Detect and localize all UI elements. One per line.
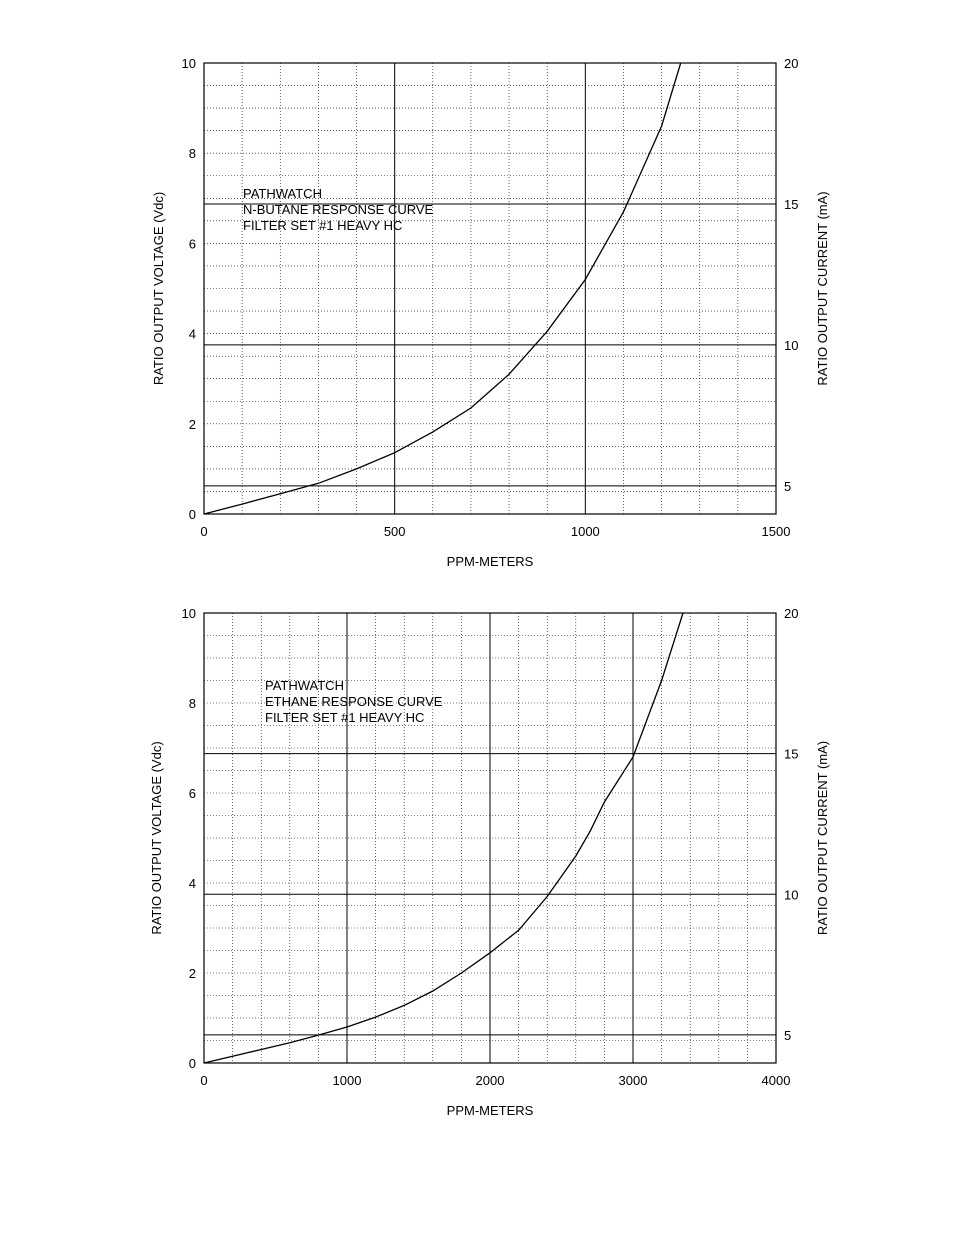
x-axis-label: PPM-METERS [447, 554, 534, 569]
x-tick-label: 1500 [762, 524, 791, 539]
x-tick-label: 0 [200, 524, 207, 539]
y2-tick-label: 20 [784, 606, 798, 621]
y-tick-label: 8 [189, 146, 196, 161]
x-tick-label: 0 [200, 1073, 207, 1088]
response-curve [203, 62, 682, 515]
y-axis-label: RATIO OUTPUT VOLTAGE (Vdc) [149, 741, 164, 934]
y2-tick-label: 20 [784, 56, 798, 71]
y-tick-label: 6 [189, 786, 196, 801]
y-tick-label: 0 [189, 1056, 196, 1071]
plot-frame [203, 62, 777, 515]
plot-frame [203, 612, 777, 1064]
response-curve [203, 612, 684, 1064]
chart-annotation-line: N-BUTANE RESPONSE CURVE [243, 202, 434, 217]
y-tick-label: 2 [189, 966, 196, 981]
y-tick-label: 10 [182, 56, 196, 71]
x-tick-label: 1000 [571, 524, 600, 539]
x-tick-label: 3000 [619, 1073, 648, 1088]
y-tick-label: 8 [189, 696, 196, 711]
chart-annotation-line: FILTER SET #1 HEAVY HC [265, 710, 424, 725]
x-tick-label: 4000 [762, 1073, 791, 1088]
chart-annotation-line: FILTER SET #1 HEAVY HC [243, 218, 402, 233]
y-tick-label: 4 [189, 876, 196, 891]
chart-annotation-line: PATHWATCH [243, 186, 322, 201]
response-chart-2: 0 1000 2000 3000 4000 0 2 4 6 8 10 5 10 15 20 PPM-METER… [149, 606, 830, 1118]
y2-tick-label: 10 [784, 338, 798, 353]
x-tick-label: 500 [384, 524, 406, 539]
y-axis-label: RATIO OUTPUT VOLTAGE (Vdc) [151, 192, 166, 385]
y-tick-label: 0 [189, 507, 196, 522]
y2-tick-label: 15 [784, 747, 798, 762]
y-tick-label: 4 [189, 327, 196, 342]
y2-tick-label: 5 [784, 479, 791, 494]
y2-axis-label: RATIO OUTPUT CURRENT (mA) [815, 741, 830, 935]
chart-annotation-line: PATHWATCH [265, 678, 344, 693]
y2-tick-label: 5 [784, 1028, 791, 1043]
y-tick-label: 10 [182, 606, 196, 621]
y-tick-label: 6 [189, 236, 196, 251]
x-tick-label: 1000 [333, 1073, 362, 1088]
x-axis-label: PPM-METERS [447, 1103, 534, 1118]
response-chart-1: 0 500 1000 1500 0 2 4 6 8 10 5 10 15 20 PPM-METERS RATI… [151, 56, 830, 569]
y2-axis-label: RATIO OUTPUT CURRENT (mA) [815, 191, 830, 385]
y2-tick-label: 15 [784, 197, 798, 212]
x-tick-label: 2000 [476, 1073, 505, 1088]
chart-annotation-line: ETHANE RESPONSE CURVE [265, 694, 443, 709]
y2-tick-label: 10 [784, 887, 798, 902]
y-tick-label: 2 [189, 417, 196, 432]
